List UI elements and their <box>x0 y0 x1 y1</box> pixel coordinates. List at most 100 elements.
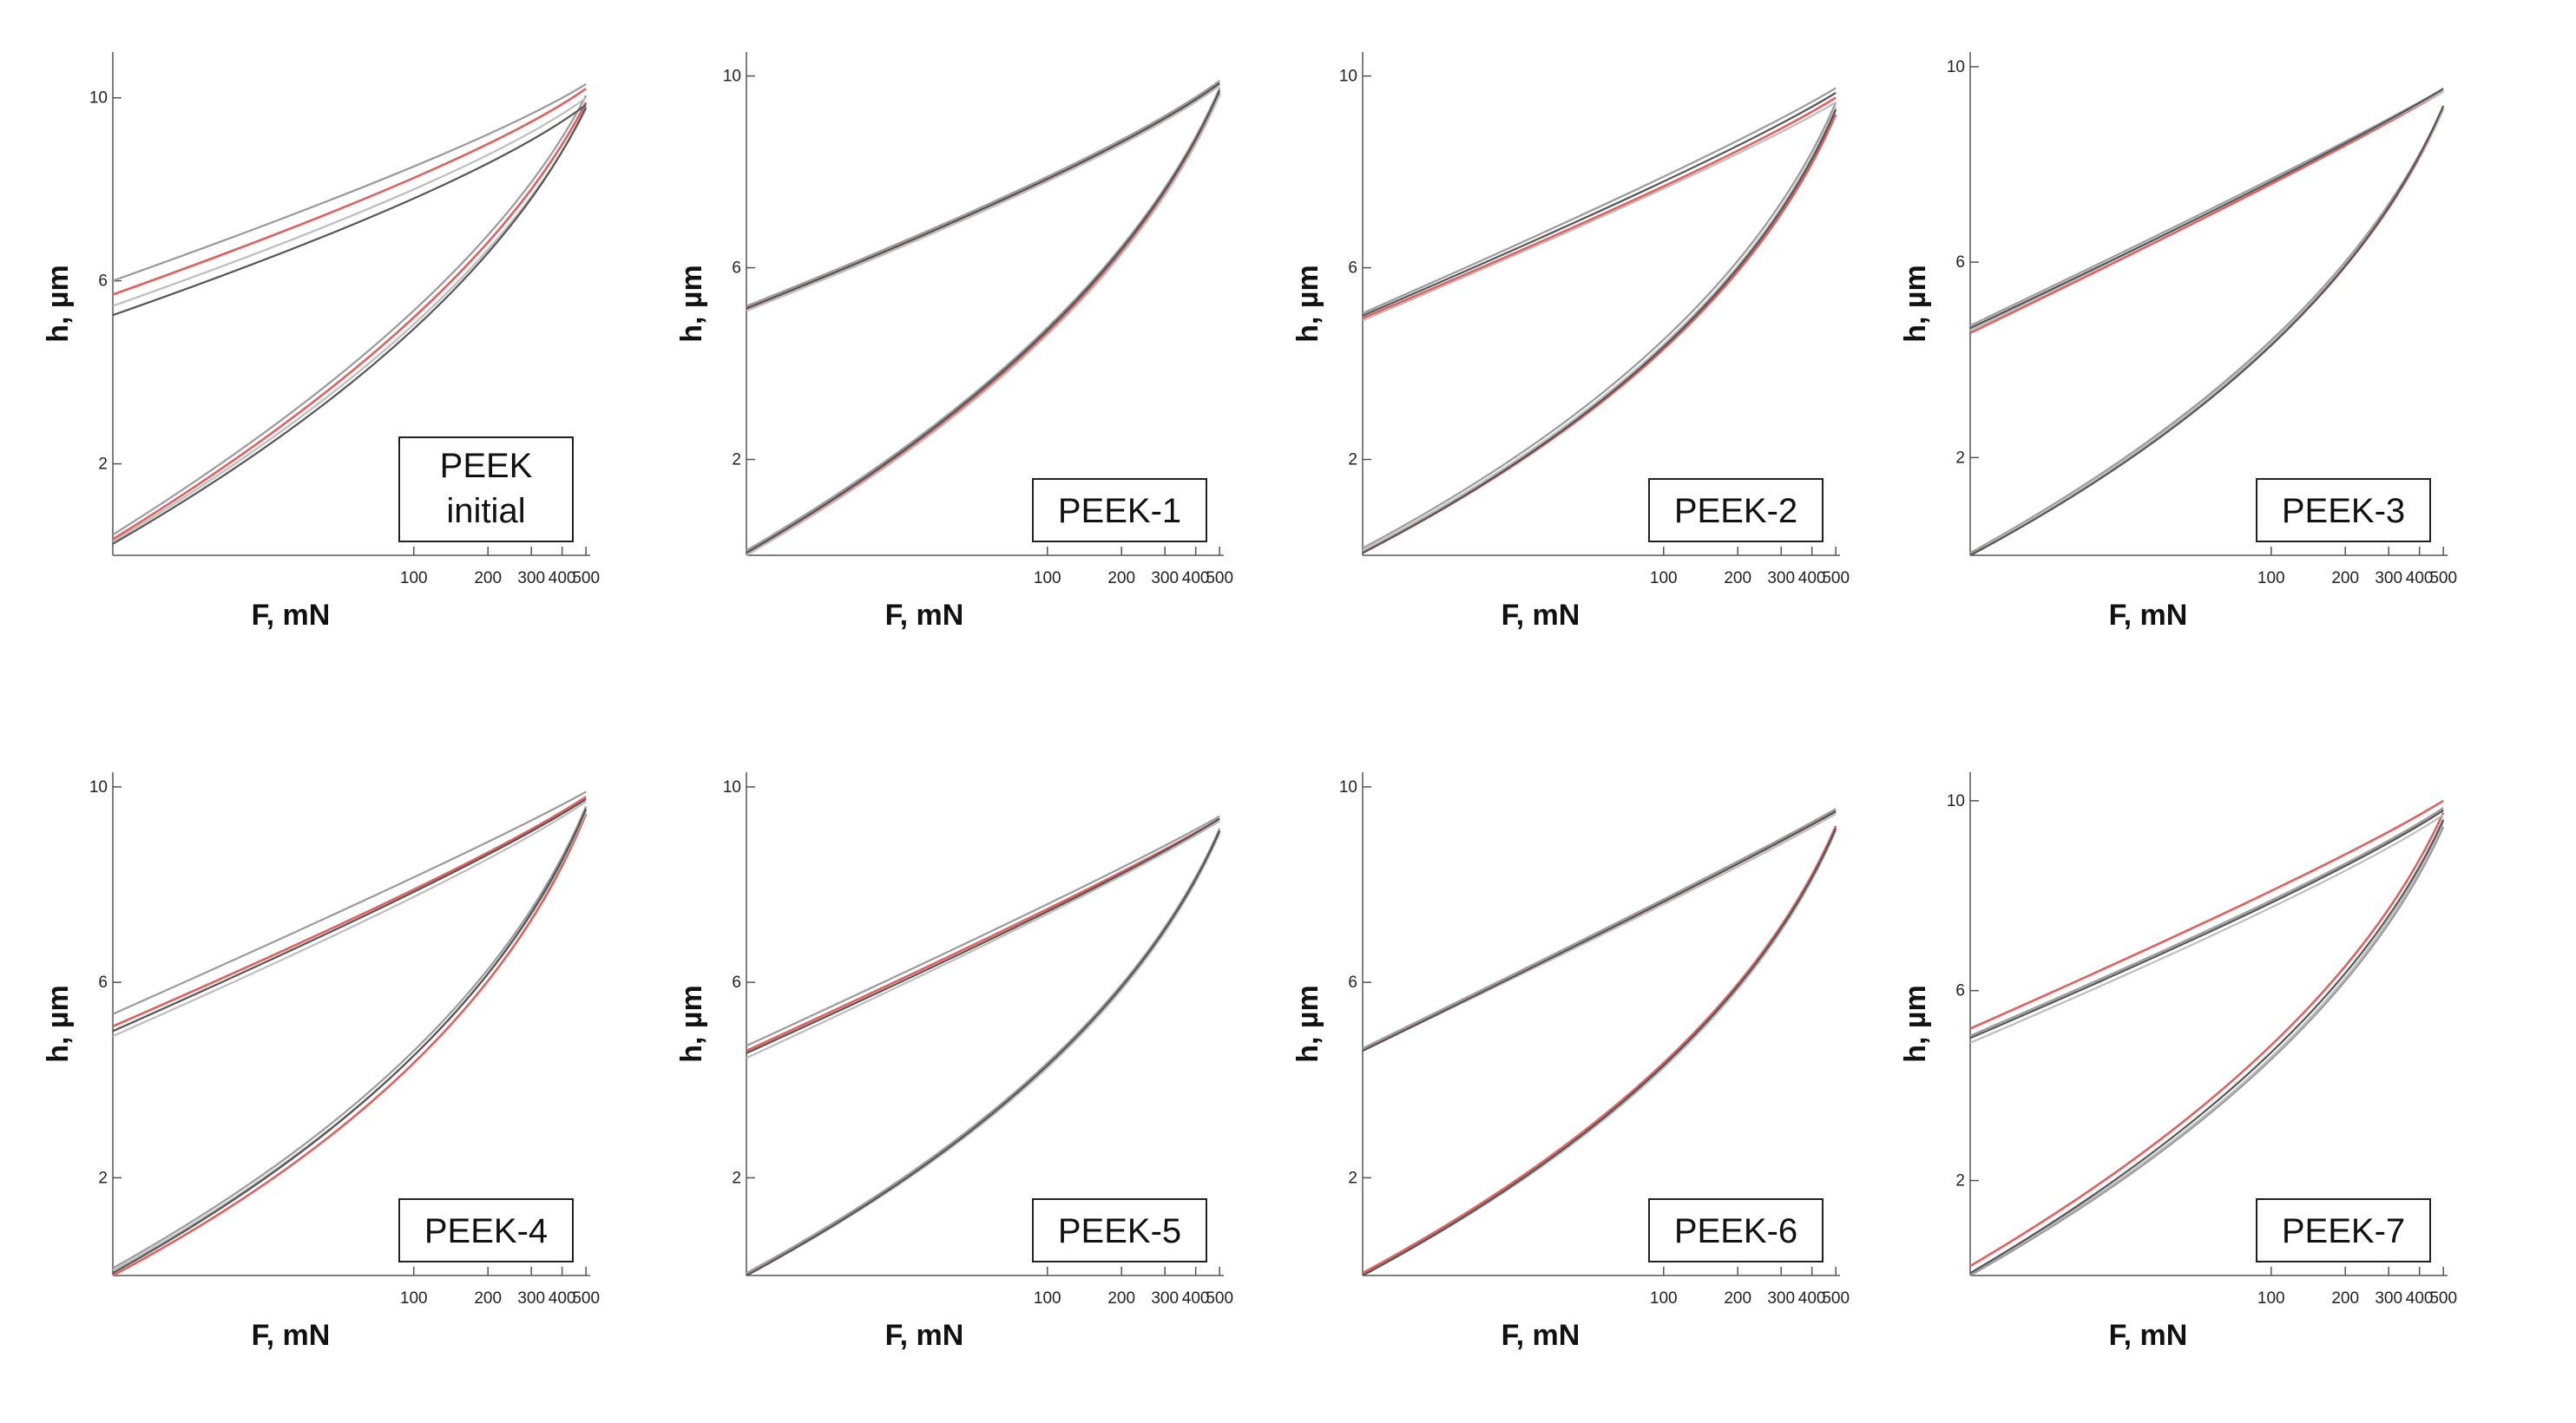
x-axis-title: F, mN <box>2109 1319 2188 1352</box>
sample-label-text: PEEK-6 <box>1674 1212 1797 1250</box>
series-line <box>1969 105 2445 554</box>
y-tick-label: 6 <box>732 259 741 278</box>
series-line <box>1969 88 2444 327</box>
x-tick-label: 300 <box>2375 1289 2402 1308</box>
series-line <box>112 808 588 1275</box>
series-line <box>746 82 1220 310</box>
sample-label-box <box>2256 1198 2431 1262</box>
series-line <box>1362 107 1837 552</box>
x-tick-label: 100 <box>2257 1289 2285 1308</box>
series-line <box>746 80 1220 307</box>
x-axis-title: F, mN <box>252 599 331 632</box>
y-axis-title: h, µm <box>1291 265 1324 342</box>
y-tick-label: 10 <box>1339 778 1357 797</box>
y-tick-label: 2 <box>1955 449 1965 467</box>
x-tick-label: 500 <box>1822 1289 1850 1308</box>
y-tick-label: 10 <box>1947 58 1965 76</box>
series-line <box>746 830 1221 1276</box>
y-tick-label: 6 <box>98 974 108 992</box>
x-tick-label: 300 <box>1767 569 1795 587</box>
y-tick-label: 10 <box>1339 68 1357 86</box>
x-axis-title: F, mN <box>252 1319 331 1352</box>
sample-label-text: PEEK <box>440 447 533 485</box>
x-tick-label: 200 <box>474 1289 502 1308</box>
x-tick-label: 200 <box>2331 569 2359 587</box>
series-line <box>112 796 587 1027</box>
series-line <box>746 95 1221 556</box>
x-axis-title: F, mN <box>885 599 964 632</box>
x-tick-label: 400 <box>2406 1289 2434 1308</box>
x-tick-label: 500 <box>2429 1289 2457 1308</box>
series-line <box>1362 96 1837 319</box>
series-line <box>1362 808 1837 1050</box>
series-line <box>112 88 587 296</box>
sample-label-text: PEEK-7 <box>2282 1212 2405 1250</box>
x-tick-label: 500 <box>1206 1289 1233 1308</box>
y-tick-label: 2 <box>732 451 741 469</box>
series-line <box>746 82 1220 310</box>
x-axis-title: F, mN <box>2109 599 2188 632</box>
x-tick-label: 400 <box>1798 569 1826 587</box>
series-line <box>1969 826 2445 1276</box>
series-line <box>746 817 1220 1054</box>
series-line <box>1362 810 1837 1052</box>
series-line <box>746 84 1220 312</box>
series-line <box>1362 108 1837 554</box>
y-tick-label: 10 <box>723 68 741 86</box>
x-tick-label: 500 <box>1206 569 1233 587</box>
y-tick-label: 6 <box>1955 982 1965 1000</box>
series-line <box>112 813 588 1277</box>
x-axis-title: F, mN <box>885 1319 964 1352</box>
x-tick-label: 400 <box>1182 1289 1210 1308</box>
x-tick-label: 400 <box>549 1289 576 1308</box>
y-tick-label: 2 <box>98 1169 108 1187</box>
y-tick-label: 2 <box>1348 1169 1357 1187</box>
series-line <box>112 790 587 1015</box>
series-line <box>112 805 588 1269</box>
x-tick-label: 100 <box>2257 569 2285 587</box>
x-tick-label: 100 <box>1034 569 1061 587</box>
series-line <box>1969 88 2444 330</box>
x-tick-label: 100 <box>400 1289 428 1308</box>
series-line <box>112 82 587 282</box>
x-tick-label: 400 <box>549 569 576 587</box>
series-line <box>746 89 1221 554</box>
series-line <box>1362 102 1837 549</box>
series-line <box>1362 825 1837 1275</box>
x-tick-label: 100 <box>1650 1289 1678 1308</box>
series-line <box>1362 102 1837 322</box>
series-line <box>1969 819 2445 1275</box>
x-tick-label: 500 <box>2429 569 2457 587</box>
y-axis-title: h, µm <box>42 265 75 342</box>
series-line <box>746 828 1221 1275</box>
y-tick-label: 10 <box>723 778 741 797</box>
y-tick-label: 6 <box>1955 253 1965 272</box>
y-axis-title: h, µm <box>675 265 708 342</box>
series-line <box>1969 814 2444 1044</box>
x-tick-label: 200 <box>1107 569 1135 587</box>
series-line <box>1969 811 2445 1268</box>
x-tick-label: 500 <box>1822 569 1850 587</box>
sample-label-box <box>2256 478 2431 542</box>
x-axis-title: F, mN <box>1502 599 1580 632</box>
x-tick-label: 100 <box>400 569 428 587</box>
sample-label-box <box>1032 1198 1207 1262</box>
y-tick-label: 2 <box>1955 1172 1965 1190</box>
x-tick-label: 200 <box>2331 1289 2359 1308</box>
x-tick-label: 300 <box>1767 1289 1795 1308</box>
x-tick-label: 400 <box>1182 569 1210 587</box>
y-tick-label: 6 <box>1348 974 1357 992</box>
sample-label-text: PEEK-4 <box>424 1212 548 1250</box>
x-axis-title: F, mN <box>1502 1319 1580 1352</box>
sample-label-text: initial <box>446 492 525 530</box>
y-axis-title: h, µm <box>1899 985 1932 1062</box>
y-axis-title: h, µm <box>1291 985 1324 1062</box>
series-line <box>1969 105 2445 556</box>
series-line <box>112 103 587 317</box>
